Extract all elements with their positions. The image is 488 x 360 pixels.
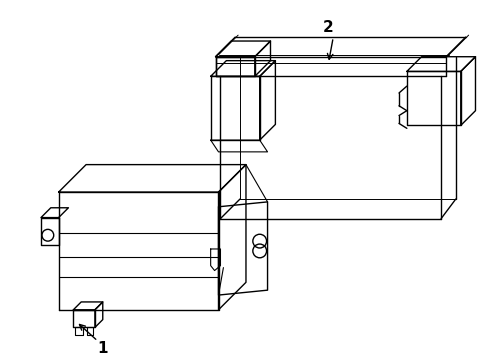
Text: 1: 1 <box>97 341 108 356</box>
Text: 2: 2 <box>323 20 333 35</box>
